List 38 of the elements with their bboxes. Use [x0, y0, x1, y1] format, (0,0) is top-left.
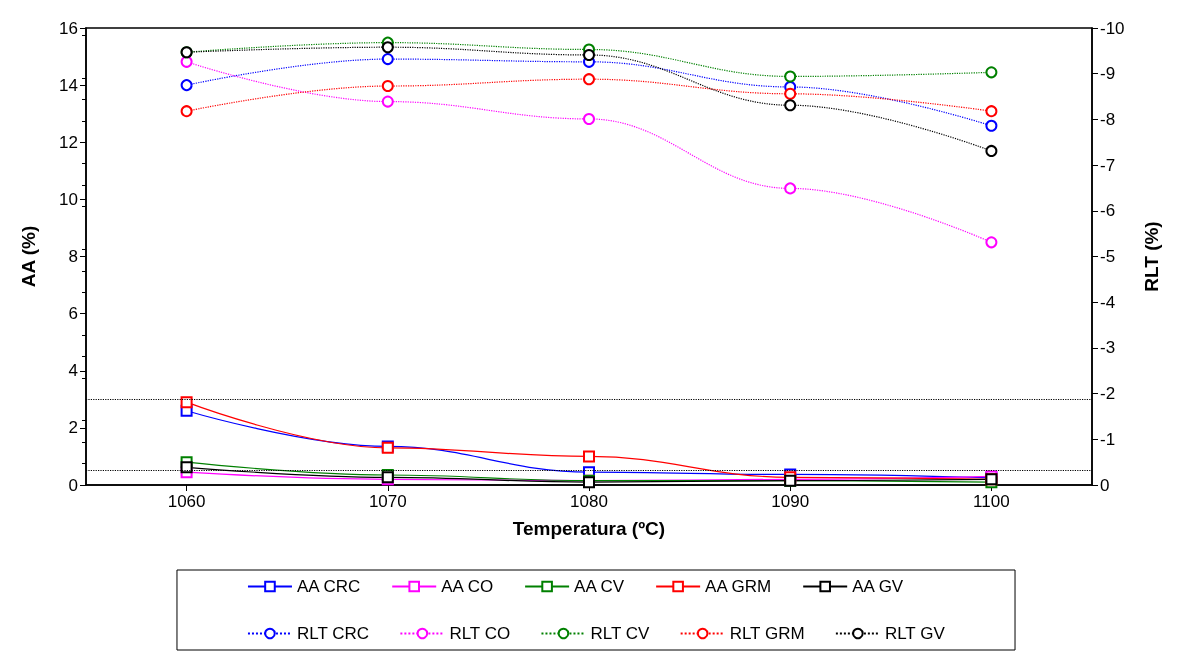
- y2-tick-label: 0: [1100, 475, 1110, 495]
- x-tick-label: 1080: [570, 492, 608, 511]
- y2-tick-label: -1: [1100, 429, 1116, 449]
- y2-axis-title: RLT (%): [1141, 221, 1162, 292]
- x-axis-title: Temperatura (ºC): [512, 518, 666, 539]
- legend-label: RLT CRC: [296, 624, 370, 643]
- x-tick-label: 1100: [973, 492, 1010, 511]
- y-tick-label: 14: [59, 75, 78, 95]
- y2-tick-label: -8: [1100, 109, 1116, 129]
- legend-label: AA CRC: [296, 577, 361, 596]
- y-tick-label: 10: [59, 189, 78, 209]
- y-tick-label: 6: [68, 304, 78, 324]
- legend-label: RLT GV: [884, 624, 946, 643]
- y2-tick-label: -2: [1100, 384, 1116, 404]
- y-axis-title: AA (%): [18, 225, 39, 288]
- x-tick-label: 1060: [167, 492, 206, 511]
- y2-tick-label: -3: [1100, 338, 1116, 358]
- legend-label: AA GV: [852, 577, 904, 596]
- legend-label: RLT GRM: [729, 624, 805, 643]
- legend-label: RLT CO: [449, 624, 511, 643]
- y-tick-label: 4: [68, 361, 78, 381]
- y-tick-label: 8: [68, 247, 78, 266]
- legend-label: AA CV: [574, 577, 625, 596]
- y2-tick-label: -10: [1100, 18, 1125, 38]
- y-tick-label: 0: [68, 475, 78, 495]
- x-tick-label: 1090: [771, 492, 810, 511]
- y-tick-label: 2: [68, 418, 78, 438]
- y2-tick-label: -6: [1100, 201, 1116, 221]
- legend-label: AA CO: [441, 577, 494, 596]
- y2-tick-label: -7: [1100, 155, 1116, 175]
- y2-tick-label: -4: [1100, 292, 1116, 312]
- y2-tick-label: -5: [1100, 247, 1116, 266]
- legend-label: AA GRM: [705, 577, 772, 596]
- y-tick-label: 16: [59, 18, 78, 38]
- y2-tick-label: -9: [1100, 64, 1116, 84]
- legend-label: RLT CV: [590, 624, 650, 643]
- x-tick-label: 1070: [368, 492, 407, 511]
- y-tick-label: 12: [59, 132, 78, 152]
